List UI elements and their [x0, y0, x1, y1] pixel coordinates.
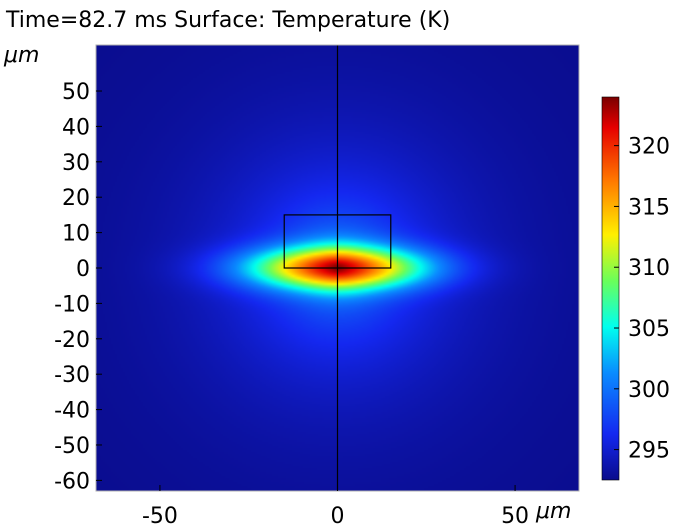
y-tick-label: 50	[62, 80, 90, 105]
y-tick-label: -60	[54, 469, 90, 494]
colorbar-tick-label: 315	[628, 195, 670, 220]
colorbar: 320 315 310 305 300 295	[601, 96, 670, 481]
plot-area	[95, 44, 580, 492]
y-tick-label: 30	[62, 151, 90, 176]
x-tick-label: 50	[501, 504, 529, 529]
x-unit-label: μm	[535, 499, 571, 524]
y-tick-label: -50	[54, 434, 90, 459]
y-tick-label: 40	[62, 115, 90, 140]
colorbar-gradient	[601, 96, 620, 481]
y-tick-label: -20	[54, 328, 90, 353]
y-tick-label: 10	[62, 222, 90, 247]
colorbar-tick-label: 295	[628, 439, 670, 464]
colorbar-tick-label: 310	[628, 256, 670, 281]
colorbar-tick-label: 300	[628, 378, 670, 403]
y-tick-label: -40	[54, 399, 90, 424]
x-tick-label: -50	[142, 504, 178, 529]
colorbar-tick-label: 320	[628, 135, 670, 160]
y-tick-label: 0	[76, 257, 90, 282]
x-tick-label: 0	[331, 504, 345, 529]
y-tick-label: -10	[54, 292, 90, 317]
colorbar-tick-label: 305	[628, 317, 670, 342]
y-unit-label: μm	[3, 43, 39, 68]
y-tick-label: -30	[54, 363, 90, 388]
y-tick-label: 20	[62, 186, 90, 211]
x-axis: -50 0 50	[142, 485, 529, 529]
plot-title: Time=82.7 ms Surface: Temperature (K)	[5, 8, 450, 33]
y-axis: 50 40 30 20 10 0 -10 -20 -30 -40 -50 -60	[54, 80, 102, 494]
